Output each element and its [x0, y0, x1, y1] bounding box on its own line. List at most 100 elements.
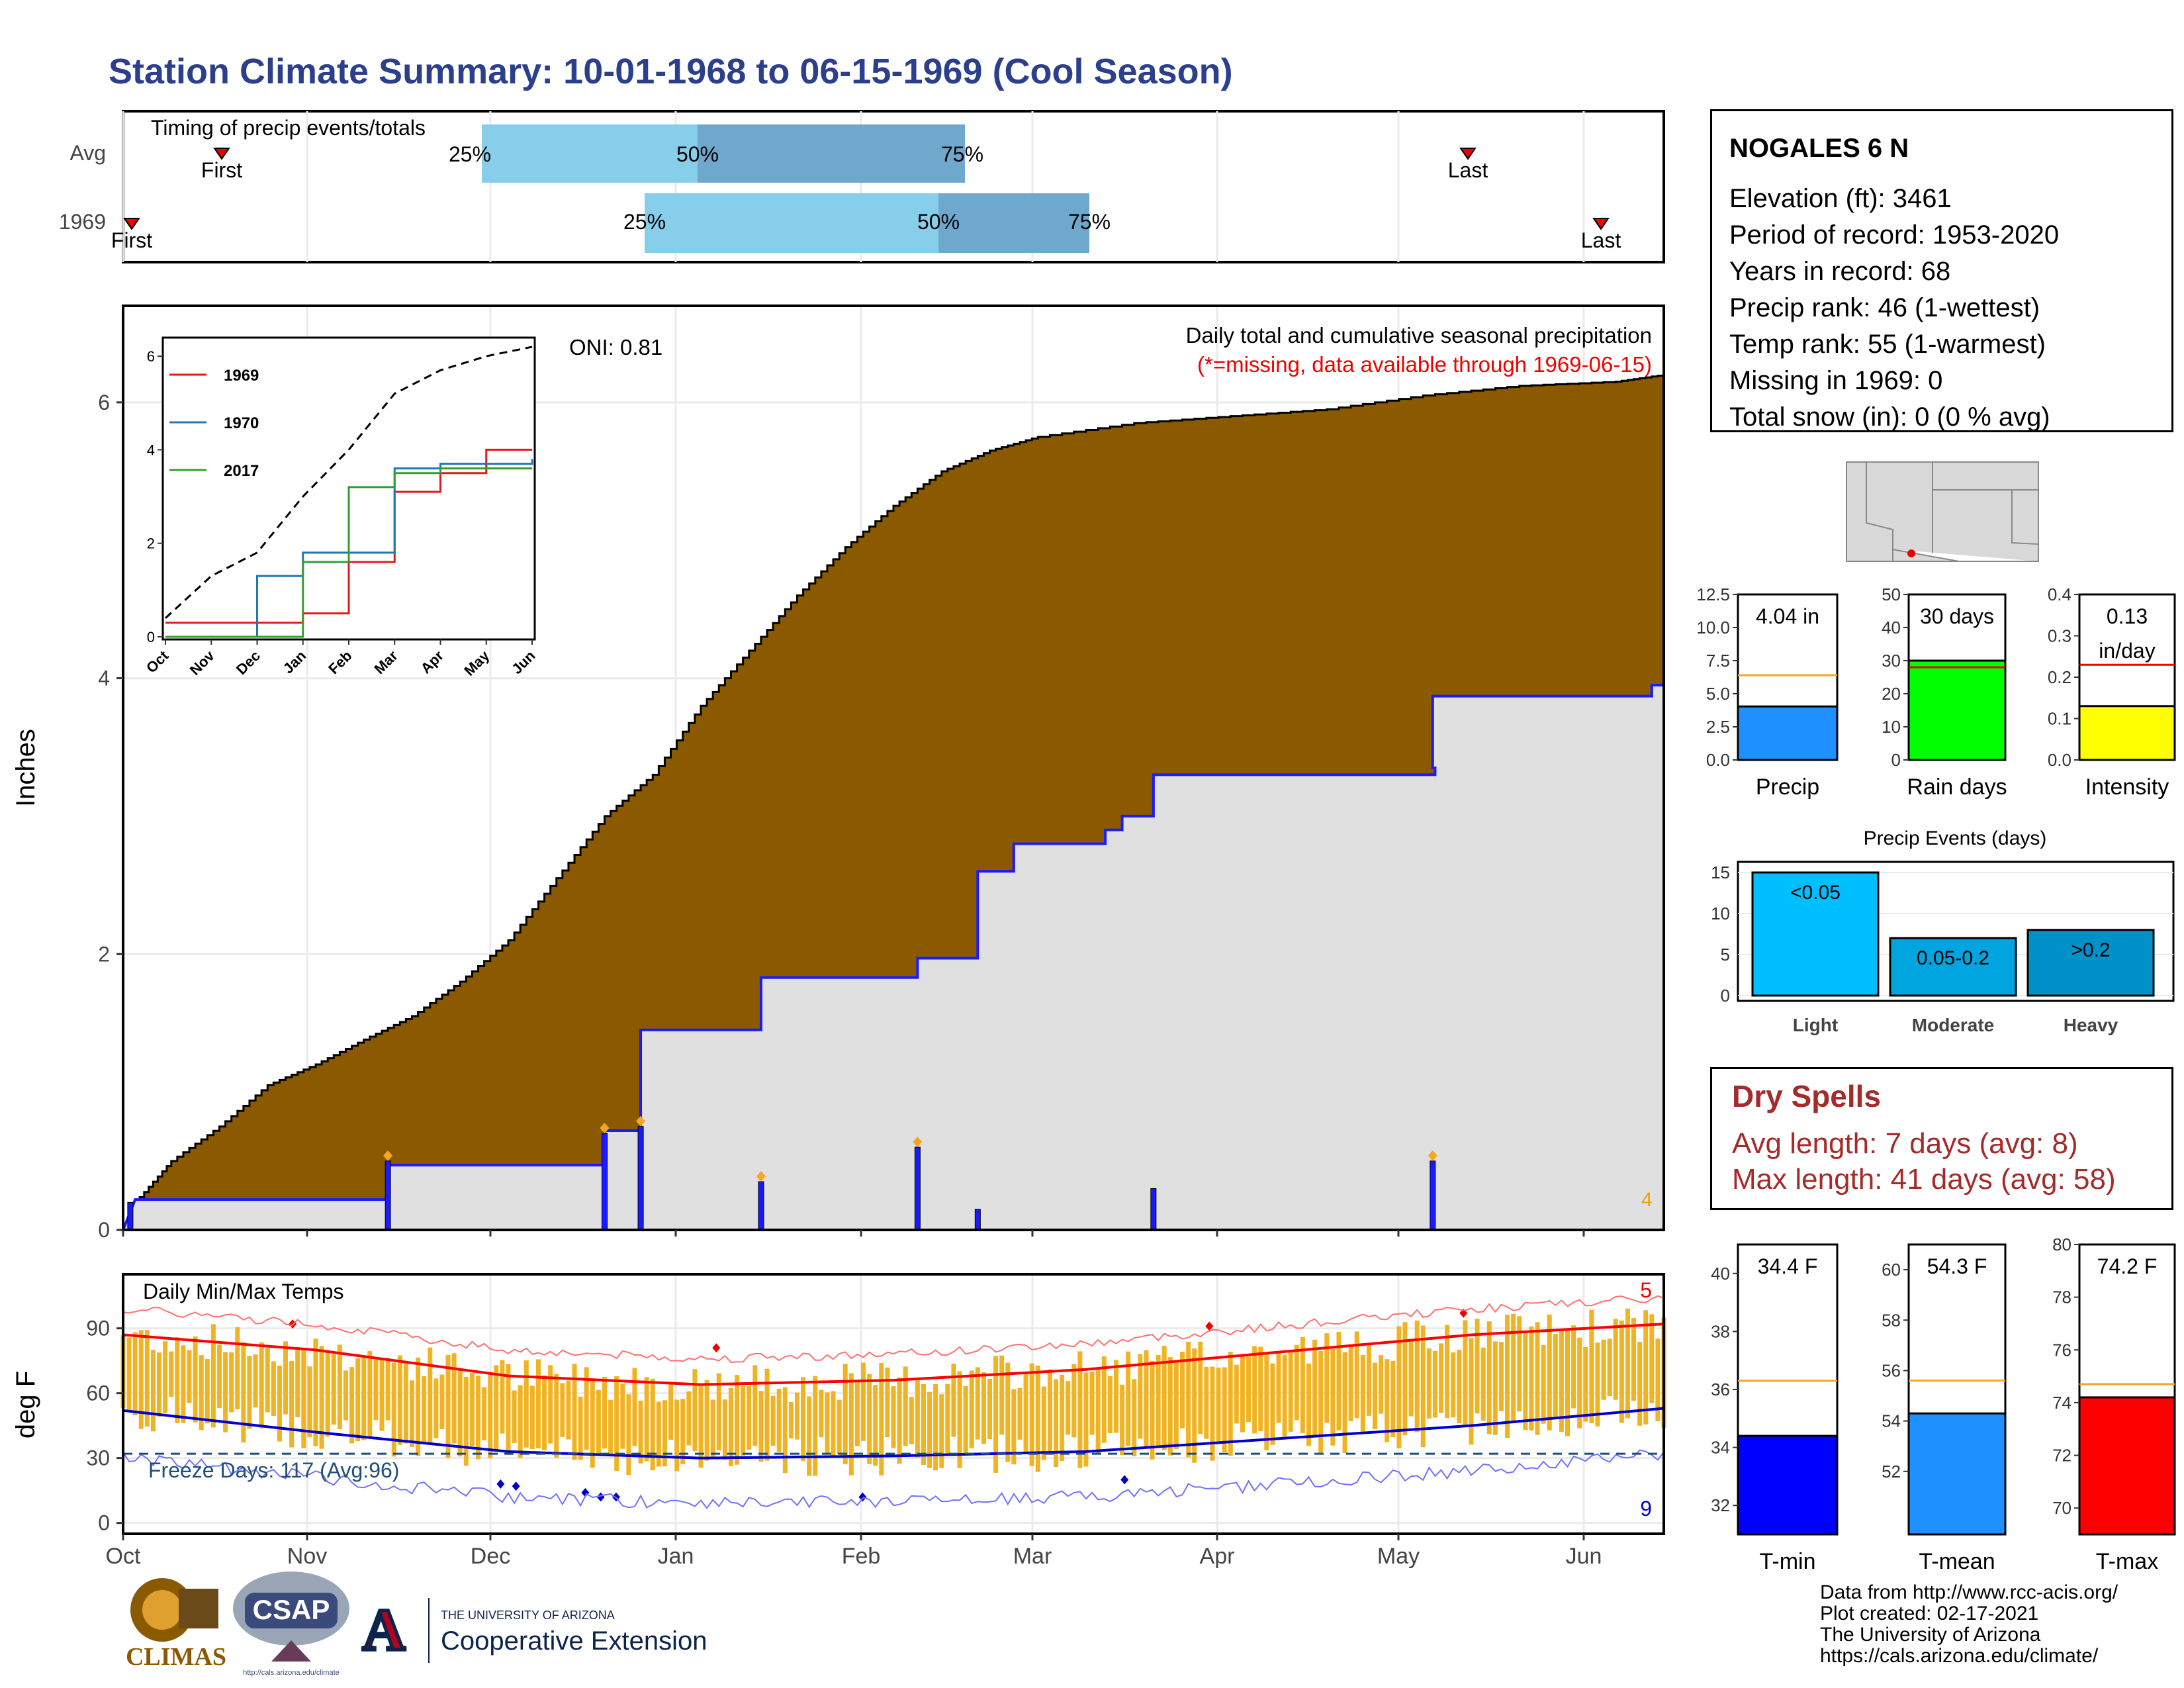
daily-temp-bar — [1306, 1363, 1311, 1446]
month-tick-label: May — [1377, 1544, 1420, 1569]
precip-y-tick-label: 4 — [98, 667, 110, 690]
events-y-tick-label: 5 — [1721, 945, 1730, 964]
stat-y-tick-label: 32 — [1711, 1495, 1730, 1515]
daily-temp-bar — [698, 1385, 704, 1468]
daily-temp-bar — [1071, 1364, 1077, 1438]
daily-temp-bar — [1324, 1333, 1330, 1423]
daily-temp-bar — [939, 1394, 944, 1468]
station-info-line: Total snow (in): 0 (0 % avg) — [1729, 402, 2050, 432]
daily-temp-bar — [1240, 1356, 1245, 1432]
daily-precip-bar — [602, 1133, 608, 1231]
daily-temp-bar — [981, 1372, 986, 1444]
stat-y-tick-label: 38 — [1711, 1321, 1730, 1341]
daily-temp-bar — [867, 1374, 872, 1464]
daily-temp-bar — [1480, 1347, 1486, 1421]
avg-tmax-line — [122, 1323, 1664, 1386]
daily-temp-bar — [999, 1355, 1005, 1435]
daily-temp-bar — [1613, 1319, 1618, 1400]
stat-bottom-label: T-mean — [1919, 1549, 1995, 1574]
daily-temp-bar — [987, 1378, 992, 1440]
daily-temp-bar — [416, 1357, 421, 1456]
stat-y-tick-label: 76 — [2052, 1340, 2071, 1360]
timing-title: Timing of precip events/totals — [151, 116, 426, 140]
daily-temp-bar — [283, 1341, 289, 1415]
events-category-label: Light — [1793, 1015, 1838, 1035]
station-info-line: Precip rank: 46 (1-wettest) — [1729, 293, 2040, 322]
daily-temp-bar — [512, 1390, 517, 1444]
daily-temp-bar — [150, 1350, 156, 1432]
avg-tmin-line — [122, 1407, 1664, 1460]
precip-count-label: 4 — [1641, 1189, 1653, 1211]
timing-1969-bar-50-75 — [938, 193, 1089, 253]
stat-y-tick-label: 80 — [2052, 1235, 2071, 1254]
daily-temp-bar — [1246, 1355, 1251, 1423]
daily-temp-bar — [1565, 1330, 1570, 1436]
daily-temp-bar — [704, 1380, 709, 1461]
daily-temp-bar — [735, 1375, 740, 1465]
record-temp-marker — [512, 1481, 520, 1491]
daily-temp-bar — [253, 1354, 258, 1408]
daily-temp-bar — [1517, 1316, 1522, 1412]
daily-precip-bar — [758, 1181, 764, 1231]
daily-temp-bar — [126, 1337, 132, 1411]
daily-temp-bar — [1312, 1339, 1318, 1437]
daily-temp-bar — [457, 1370, 463, 1457]
daily-temp-bar — [518, 1385, 523, 1458]
daily-temp-bar — [1029, 1363, 1034, 1466]
record-temp-marker — [1205, 1321, 1214, 1331]
daily-temp-bar — [897, 1377, 902, 1464]
daily-temp-bar — [163, 1341, 168, 1413]
stat-value-bar — [1737, 1434, 1839, 1536]
temp-count-top: 5 — [1640, 1278, 1652, 1302]
daily-temp-bar — [1011, 1389, 1017, 1465]
daily-temp-bar — [566, 1380, 571, 1440]
daily-temp-bar — [722, 1399, 727, 1460]
daily-temp-bar — [175, 1337, 180, 1423]
daily-temp-bar — [523, 1360, 529, 1448]
timing-avg-p25: 25% — [449, 142, 491, 166]
daily-temp-bar — [903, 1366, 908, 1446]
stat-y-tick-label: 30 — [1882, 651, 1901, 671]
events-title: Precip Events (days) — [1864, 827, 2047, 849]
daily-temp-bar — [271, 1361, 276, 1417]
daily-temp-bar — [241, 1342, 246, 1443]
daily-precip-bar — [637, 1126, 644, 1231]
daily-temp-bar — [578, 1396, 583, 1460]
location-map — [1846, 461, 2039, 562]
temp-y-tick-label: 30 — [86, 1446, 110, 1470]
timing-avg-bar-50-75 — [698, 124, 965, 183]
daily-temp-bar — [187, 1350, 192, 1403]
daily-temp-bar — [1535, 1322, 1540, 1435]
daily-temp-bar — [710, 1399, 715, 1458]
station-info-line: Years in record: 68 — [1729, 257, 1951, 286]
daily-temp-bar — [1547, 1314, 1552, 1430]
timing-1969-bar-25-50 — [645, 193, 938, 253]
daily-temp-bar — [620, 1383, 625, 1449]
credit-line: Data from http://www.rcc-acis.org/ — [1820, 1581, 2118, 1603]
daily-temp-bar — [1649, 1314, 1655, 1403]
daily-temp-bar — [927, 1391, 933, 1468]
daily-temp-bar — [265, 1348, 270, 1413]
daily-temp-bar — [199, 1355, 204, 1430]
daily-temp-bar — [933, 1383, 938, 1471]
daily-temp-bar — [1180, 1351, 1185, 1429]
precip-y-tick-label: 0 — [98, 1218, 110, 1242]
daily-temp-bar — [1373, 1362, 1377, 1429]
daily-temp-bar — [289, 1360, 295, 1448]
daily-temp-bar — [1083, 1372, 1089, 1467]
daily-temp-bar — [975, 1367, 980, 1440]
stat-y-tick-label: 12.5 — [1696, 585, 1730, 604]
timing-1969-last-marker — [1592, 218, 1610, 230]
daily-temp-bar — [1167, 1357, 1173, 1456]
month-tick-label: Oct — [106, 1544, 141, 1569]
daily-temp-bar — [1294, 1344, 1299, 1421]
daily-temp-bar — [584, 1367, 589, 1450]
daily-temp-bar — [445, 1354, 451, 1458]
daily-temp-bar — [1017, 1387, 1023, 1440]
daily-temp-bar — [572, 1364, 577, 1460]
daily-temp-bar — [909, 1397, 914, 1444]
stat-value-label: 30 days — [1920, 604, 1994, 628]
daily-temp-bar — [848, 1373, 854, 1476]
inset-series-line — [165, 448, 532, 624]
daily-temp-bar — [1432, 1350, 1437, 1418]
